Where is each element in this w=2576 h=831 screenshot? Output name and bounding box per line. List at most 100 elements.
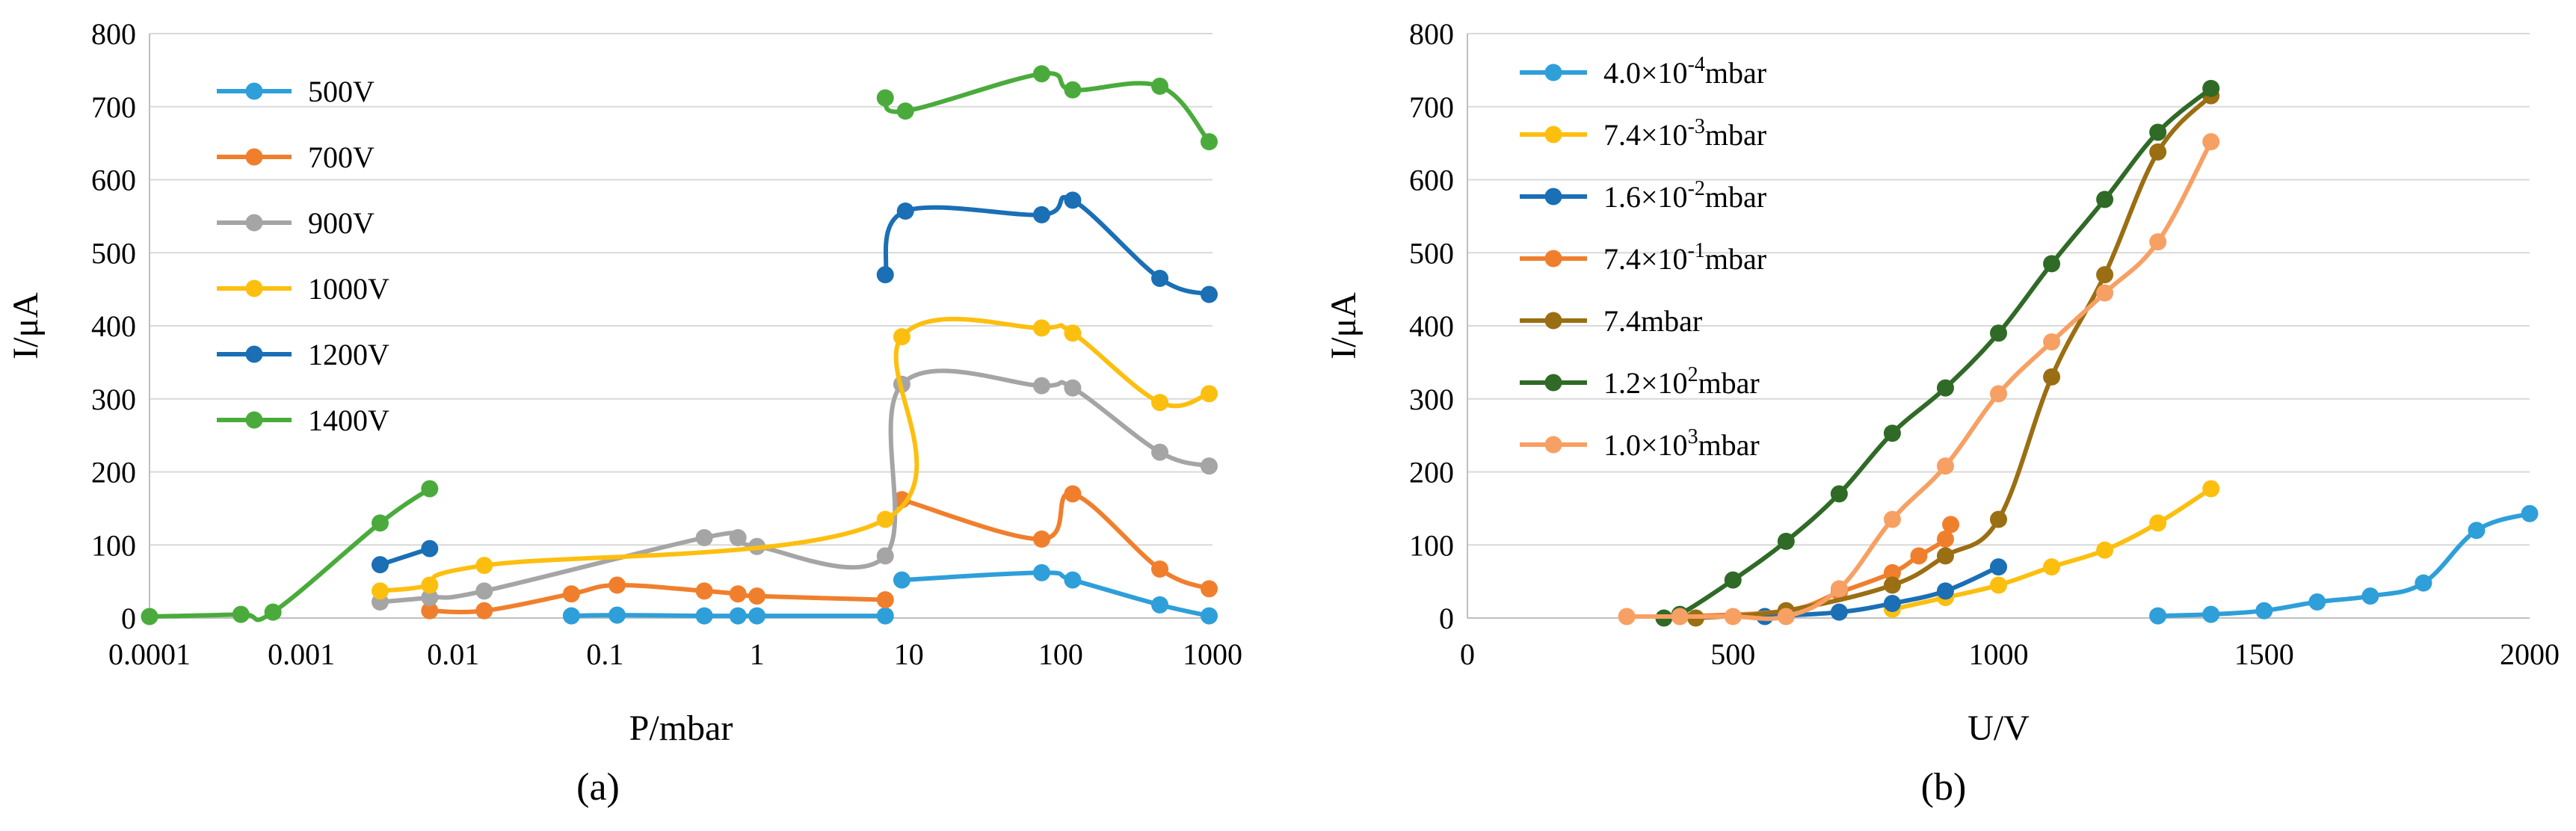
legend-entry: 1400V [217,404,389,437]
data-point [1064,191,1082,209]
data-point [1032,206,1050,223]
data-point [2468,522,2486,540]
legend-marker [1544,126,1562,143]
data-point [1990,324,2007,342]
y-tick-label: 200 [91,456,136,489]
y-tick-label: 700 [1409,90,1454,124]
data-point [2149,143,2167,161]
legend-marker [245,82,263,100]
data-point [1151,394,1169,412]
data-point [1883,576,1901,594]
data-point [695,528,713,546]
data-point [2361,587,2379,605]
data-point [2415,574,2432,592]
x-tick-label: 0.1 [586,637,623,671]
legend-label: 7.4×10-3mbar [1603,115,1766,152]
data-point [1200,133,1218,151]
data-point [2043,558,2061,576]
legend-entry: 900V [217,206,375,240]
x-tick-label: 0.01 [427,637,479,671]
data-point [1883,424,1901,442]
y-tick-label: 200 [1409,456,1454,489]
x-tick-label: 100 [1038,637,1083,671]
data-point [1724,608,1742,625]
panel-label: (a) [576,766,620,809]
data-point [2096,191,2114,208]
data-point [1200,285,1218,303]
data-point [876,547,894,565]
data-point [371,514,389,532]
data-point [1883,594,1901,612]
data-point [2043,368,2061,386]
data-point [1830,580,1848,598]
data-point [371,556,389,574]
legend-marker [1544,312,1562,330]
series-1 [421,485,1218,620]
data-point [2308,593,2326,611]
data-point [1830,485,1848,503]
legend-label: 7.4mbar [1603,304,1702,338]
legend-marker [245,148,263,166]
data-point [1064,379,1082,397]
legend-marker [1544,436,1562,454]
data-point [2202,605,2220,623]
legend-marker [1544,374,1562,392]
legend-marker [245,279,263,297]
x-tick-label: 1000 [1183,637,1242,671]
data-point [876,591,894,609]
chart-panel-b: 0 100 200 300 400 500 600 700 800 0 500 1000 1500 200… [1324,17,2560,809]
legend-entry: 7.4×10-3mbar [1520,115,1766,152]
data-point [2202,133,2220,151]
data-point [695,582,713,600]
legend-label: 700V [308,140,375,174]
data-point [729,528,747,546]
data-point [1200,457,1218,475]
legend-label: 1000V [308,272,389,306]
data-point [2149,123,2167,141]
legend-marker [1544,250,1562,268]
data-point [608,606,626,624]
data-point [2521,504,2539,522]
data-point [421,589,439,607]
legend-marker [245,214,263,232]
data-point [1032,377,1050,395]
legend-label: 1400V [308,404,389,437]
data-point [2096,541,2114,559]
data-point [1151,596,1169,614]
data-point [1936,379,1954,397]
x-tick-label: 10 [894,637,924,671]
data-point [1990,576,2007,594]
data-point [896,102,914,120]
data-point [2096,284,2114,302]
data-point [2149,514,2167,532]
data-point [264,603,282,621]
y-tick-label: 400 [91,309,136,343]
legend-entry: 1200V [217,338,389,371]
legend-marker [245,411,263,429]
data-point [1151,269,1169,287]
data-point [1777,608,1795,625]
data-point [1990,385,2007,403]
y-tick-label: 300 [1409,383,1454,416]
data-point [1200,580,1218,598]
y-tick-label: 100 [91,528,136,562]
legend-entry: 500V [217,75,375,108]
data-point [1032,530,1050,548]
data-point [1200,607,1218,625]
data-point [1032,65,1050,83]
legend-label: 1200V [308,338,389,371]
data-point [371,582,389,600]
x-tick-label: 1 [750,637,765,671]
legend-marker [1544,64,1562,81]
series-0 [562,563,1218,625]
data-point [1151,560,1169,578]
data-point [1883,510,1901,528]
y-tick-label: 0 [121,602,136,635]
legend-entry: 7.4mbar [1520,304,1702,338]
data-point [1724,571,1742,589]
data-point [1830,603,1848,621]
y-tick-label: 800 [91,17,136,51]
legend-marker [1544,188,1562,206]
data-point [1032,563,1050,581]
legend-label: 7.4×10-1mbar [1603,239,1766,276]
